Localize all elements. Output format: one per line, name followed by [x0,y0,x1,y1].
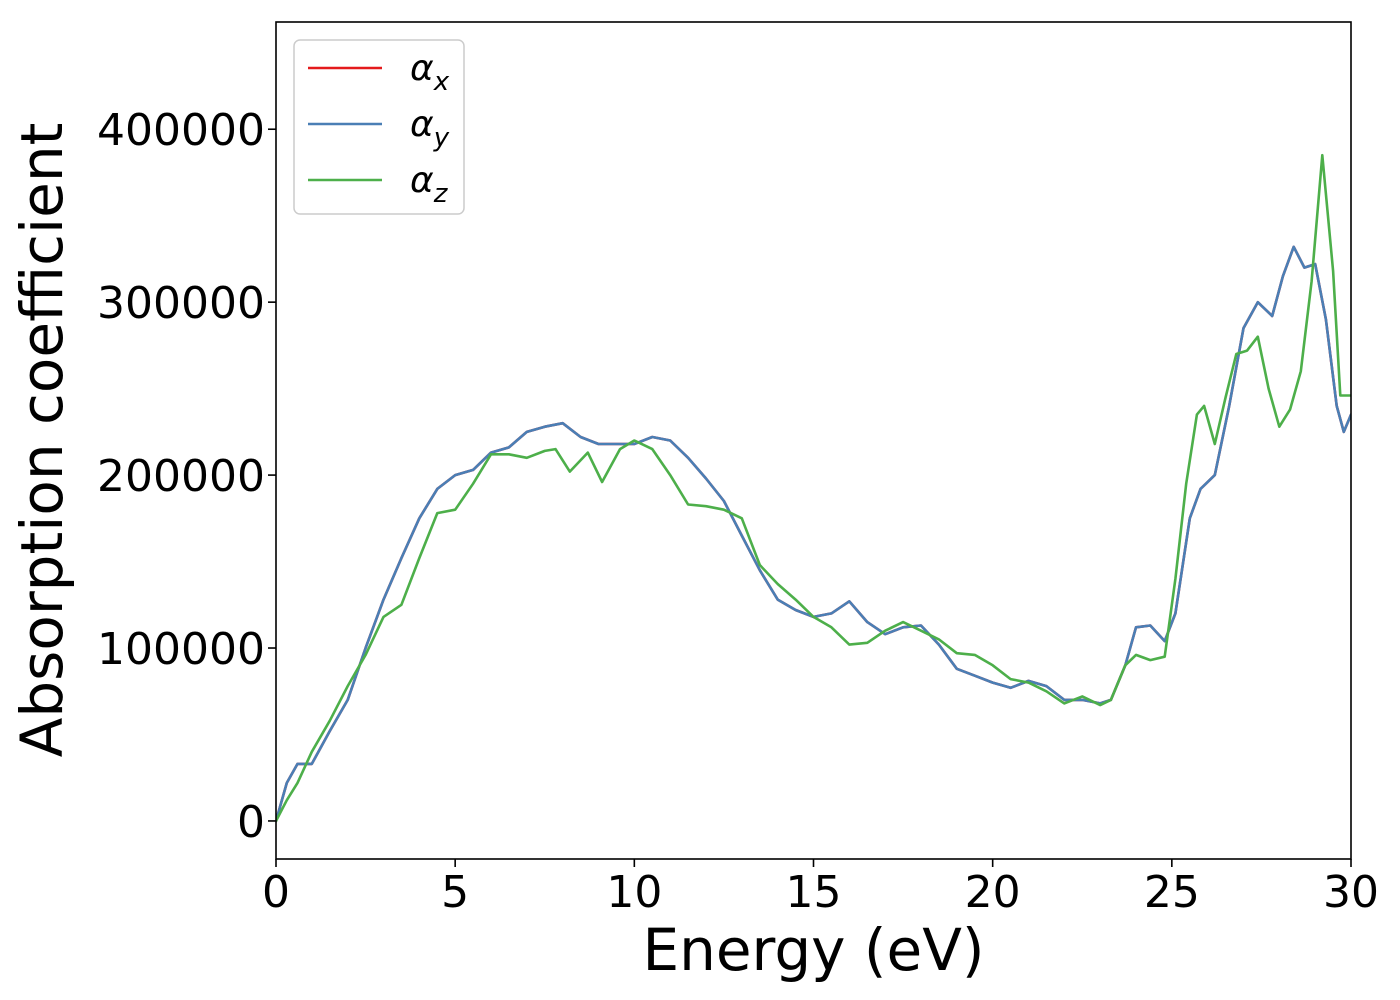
x-axis-label: Energy (eV) [642,916,984,984]
y-tick-label: 0 [237,797,265,848]
legend-label-x: αx [410,48,450,97]
y-axis: 0 100000 200000 300000 400000 [97,105,276,848]
series-line-z [276,153,1351,823]
y-tick-label: 400000 [97,105,265,156]
legend: αx αy αz [293,39,465,215]
x-tick-label: 20 [965,867,1021,918]
y-tick-label: 200000 [97,451,265,502]
y-axis-label: Absorption coefficient [8,123,76,758]
legend-label-z: αz [410,160,449,209]
series-line-x [276,245,1351,823]
legend-frame [293,39,465,215]
y-tick-label: 300000 [97,278,265,329]
series-line-y [276,245,1351,823]
x-tick-label: 0 [262,867,290,918]
y-tick-label: 100000 [97,624,265,675]
x-tick-label: 25 [1144,867,1200,918]
x-tick-label: 10 [606,867,662,918]
x-tick-label: 5 [441,867,469,918]
x-tick-label: 30 [1323,867,1379,918]
x-tick-label: 15 [786,867,842,918]
x-axis: 0 5 10 15 20 25 30 [262,859,1379,918]
legend-label-y: αy [410,104,450,153]
